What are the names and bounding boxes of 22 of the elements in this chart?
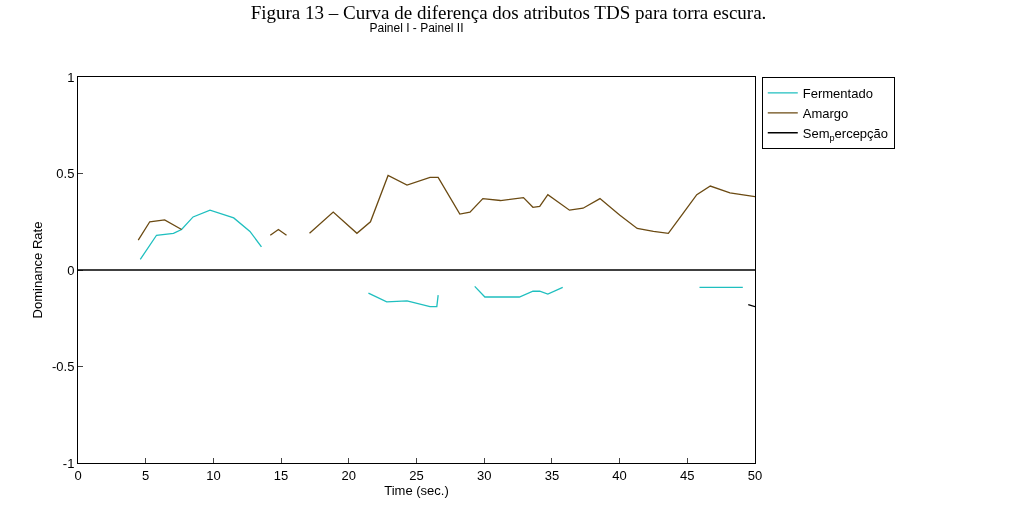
x-tick-label: 40: [612, 467, 627, 483]
x-tick-label: 25: [409, 467, 424, 483]
x-tick-label: 50: [747, 467, 763, 483]
x-tick-label: 10: [206, 467, 221, 483]
chart-title: Figura 13 – Curva de diferença dos atributos TDS para torra escura.: [249, 2, 768, 23]
legend-label: Fermentado: [802, 86, 873, 102]
x-tick-label: 35: [544, 467, 560, 483]
chart-subtitle: Painel I - Painel II: [369, 21, 464, 36]
y-tick-label: 0.5: [56, 166, 75, 182]
x-tick-label: 45: [680, 467, 695, 483]
x-tick-label: 15: [273, 467, 289, 483]
y-tick-label: -0.5: [51, 359, 75, 375]
x-tick-label: 30: [476, 467, 492, 483]
y-tick-label: 1: [67, 69, 75, 85]
x-tick-label: 5: [142, 467, 150, 483]
y-tick-label: -1: [62, 455, 75, 471]
legend-label: Amargo: [802, 105, 849, 121]
y-axis-title: Dominance Rate: [30, 221, 45, 319]
legend-label: Sem$_{p}$ercepção: [802, 125, 889, 143]
y-tick-label: 0: [67, 262, 75, 278]
x-tick-label: 20: [341, 467, 357, 483]
x-axis-title: Time (sec.): [384, 483, 449, 499]
